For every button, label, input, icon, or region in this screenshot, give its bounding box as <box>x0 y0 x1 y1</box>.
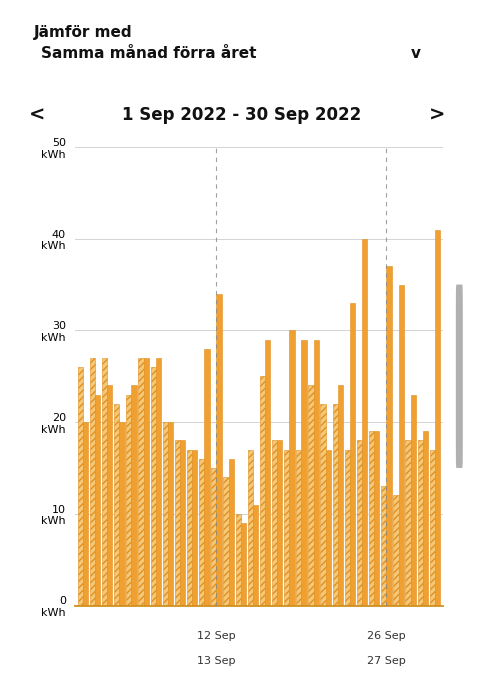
Bar <box>357 440 362 606</box>
Bar <box>362 239 367 606</box>
Text: Samma månad förra året: Samma månad förra året <box>41 46 257 61</box>
Bar <box>175 440 180 606</box>
Text: >: > <box>429 106 445 125</box>
Bar <box>144 358 149 606</box>
Bar <box>260 377 265 606</box>
FancyBboxPatch shape <box>456 284 463 468</box>
Bar <box>102 358 107 606</box>
Bar <box>168 422 173 606</box>
Bar <box>180 440 185 606</box>
Bar <box>156 358 161 606</box>
Bar <box>107 386 112 606</box>
Bar <box>204 349 210 606</box>
Bar <box>381 486 386 606</box>
Bar <box>369 431 374 606</box>
Bar <box>95 395 100 606</box>
Bar <box>393 496 398 606</box>
Bar <box>163 422 168 606</box>
Bar <box>90 358 95 606</box>
Bar <box>224 477 228 606</box>
Text: v: v <box>411 46 421 61</box>
Bar <box>83 422 88 606</box>
Bar <box>350 303 355 606</box>
Text: 1 Sep 2022 - 30 Sep 2022: 1 Sep 2022 - 30 Sep 2022 <box>122 106 362 125</box>
Bar <box>423 431 428 606</box>
Bar <box>228 458 234 606</box>
Bar <box>120 422 124 606</box>
Bar <box>265 340 270 606</box>
Bar <box>326 449 331 606</box>
Text: 12 Sep: 12 Sep <box>197 631 236 641</box>
Bar <box>333 404 338 606</box>
Bar <box>126 395 132 606</box>
Bar <box>253 505 258 606</box>
Bar <box>132 386 136 606</box>
Bar <box>236 514 241 606</box>
Bar <box>284 449 289 606</box>
Bar <box>289 330 294 606</box>
Text: 13 Sep: 13 Sep <box>197 656 236 666</box>
Bar <box>338 386 343 606</box>
Text: Jämför med: Jämför med <box>34 25 133 39</box>
Bar <box>192 449 197 606</box>
Text: 27 Sep: 27 Sep <box>367 656 406 666</box>
Bar <box>216 294 222 606</box>
Bar <box>151 367 156 606</box>
Bar <box>241 523 246 606</box>
Bar <box>248 449 253 606</box>
Bar <box>277 440 282 606</box>
Bar <box>386 266 392 606</box>
Bar <box>211 468 216 606</box>
Bar <box>114 404 120 606</box>
Text: <: < <box>29 106 45 125</box>
Bar <box>272 440 277 606</box>
Bar <box>308 386 314 606</box>
Bar <box>345 449 350 606</box>
Bar <box>138 358 144 606</box>
Bar <box>302 340 307 606</box>
Text: 26 Sep: 26 Sep <box>367 631 406 641</box>
Bar <box>187 449 192 606</box>
Bar <box>320 404 326 606</box>
Bar <box>418 440 423 606</box>
Bar <box>430 449 435 606</box>
Bar <box>406 440 411 606</box>
Bar <box>314 340 319 606</box>
Bar <box>199 458 204 606</box>
Bar <box>296 449 302 606</box>
Bar <box>398 284 404 606</box>
Bar <box>411 395 416 606</box>
Bar <box>374 431 379 606</box>
Bar <box>78 367 83 606</box>
Bar <box>435 230 440 606</box>
